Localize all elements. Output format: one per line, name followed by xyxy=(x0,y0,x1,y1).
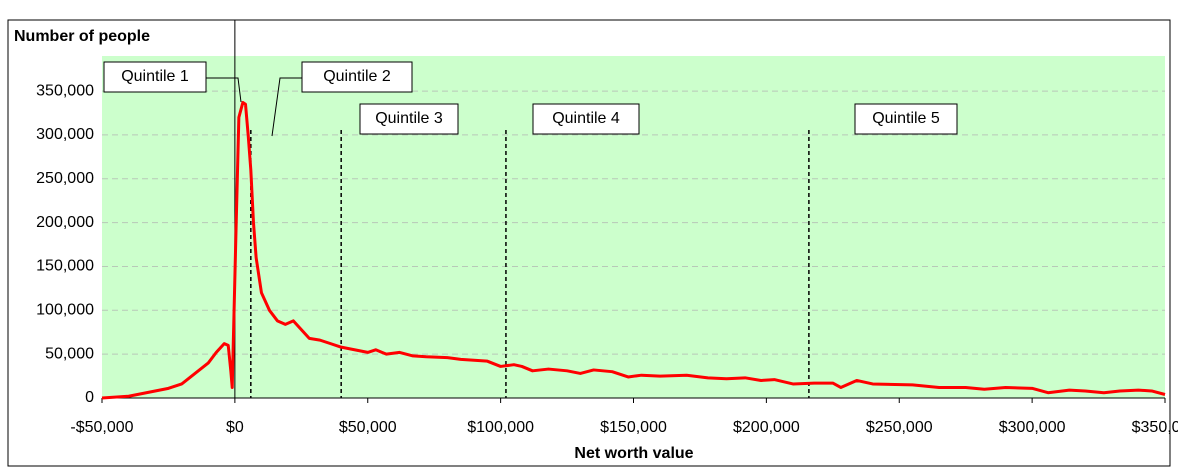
x-tick-label: $150,000 xyxy=(600,419,667,436)
annotation: Quintile 2 xyxy=(323,68,391,85)
y-axis-label: Number of people xyxy=(14,28,150,45)
y-tick-label: 50,000 xyxy=(45,345,94,362)
annotation-box xyxy=(359,103,459,135)
annotation-box xyxy=(301,61,413,93)
y-tick-label: 250,000 xyxy=(36,170,94,187)
x-tick-label: $300,000 xyxy=(999,419,1066,436)
x-tick-label: $350,000 xyxy=(1132,419,1178,436)
x-axis-label: Net worth value xyxy=(574,445,693,462)
y-tick-label: 300,000 xyxy=(36,126,94,143)
annotation: Quintile 3 xyxy=(375,110,443,127)
annotation-box xyxy=(103,61,207,93)
y-tick-label: 350,000 xyxy=(36,82,94,99)
annotation: Quintile 1 xyxy=(121,68,189,85)
y-tick-label: 100,000 xyxy=(36,302,94,319)
plot-area xyxy=(101,20,1166,403)
x-tick-label: $200,000 xyxy=(733,419,800,436)
annotation: Quintile 5 xyxy=(872,110,940,127)
y-tick-label: 0 xyxy=(85,389,94,406)
annotations: Quintile 1 Quintile 2 Quintile 3 Quintil… xyxy=(103,61,958,137)
x-tick-label: $100,000 xyxy=(467,419,534,436)
x-tick-label: $250,000 xyxy=(866,419,933,436)
y-tick-label: 150,000 xyxy=(36,258,94,275)
x-tick-label: $50,000 xyxy=(339,419,397,436)
y-tick-label: 200,000 xyxy=(36,214,94,231)
leader-line xyxy=(271,77,302,137)
data-line xyxy=(101,100,1166,400)
leader-line xyxy=(206,77,242,103)
x-tick-label: -$50,000 xyxy=(70,419,133,436)
annotation-box xyxy=(532,103,640,135)
x-tick-label: $0 xyxy=(226,419,244,436)
annotation: Quintile 4 xyxy=(552,110,620,127)
annotation-box xyxy=(854,103,958,135)
